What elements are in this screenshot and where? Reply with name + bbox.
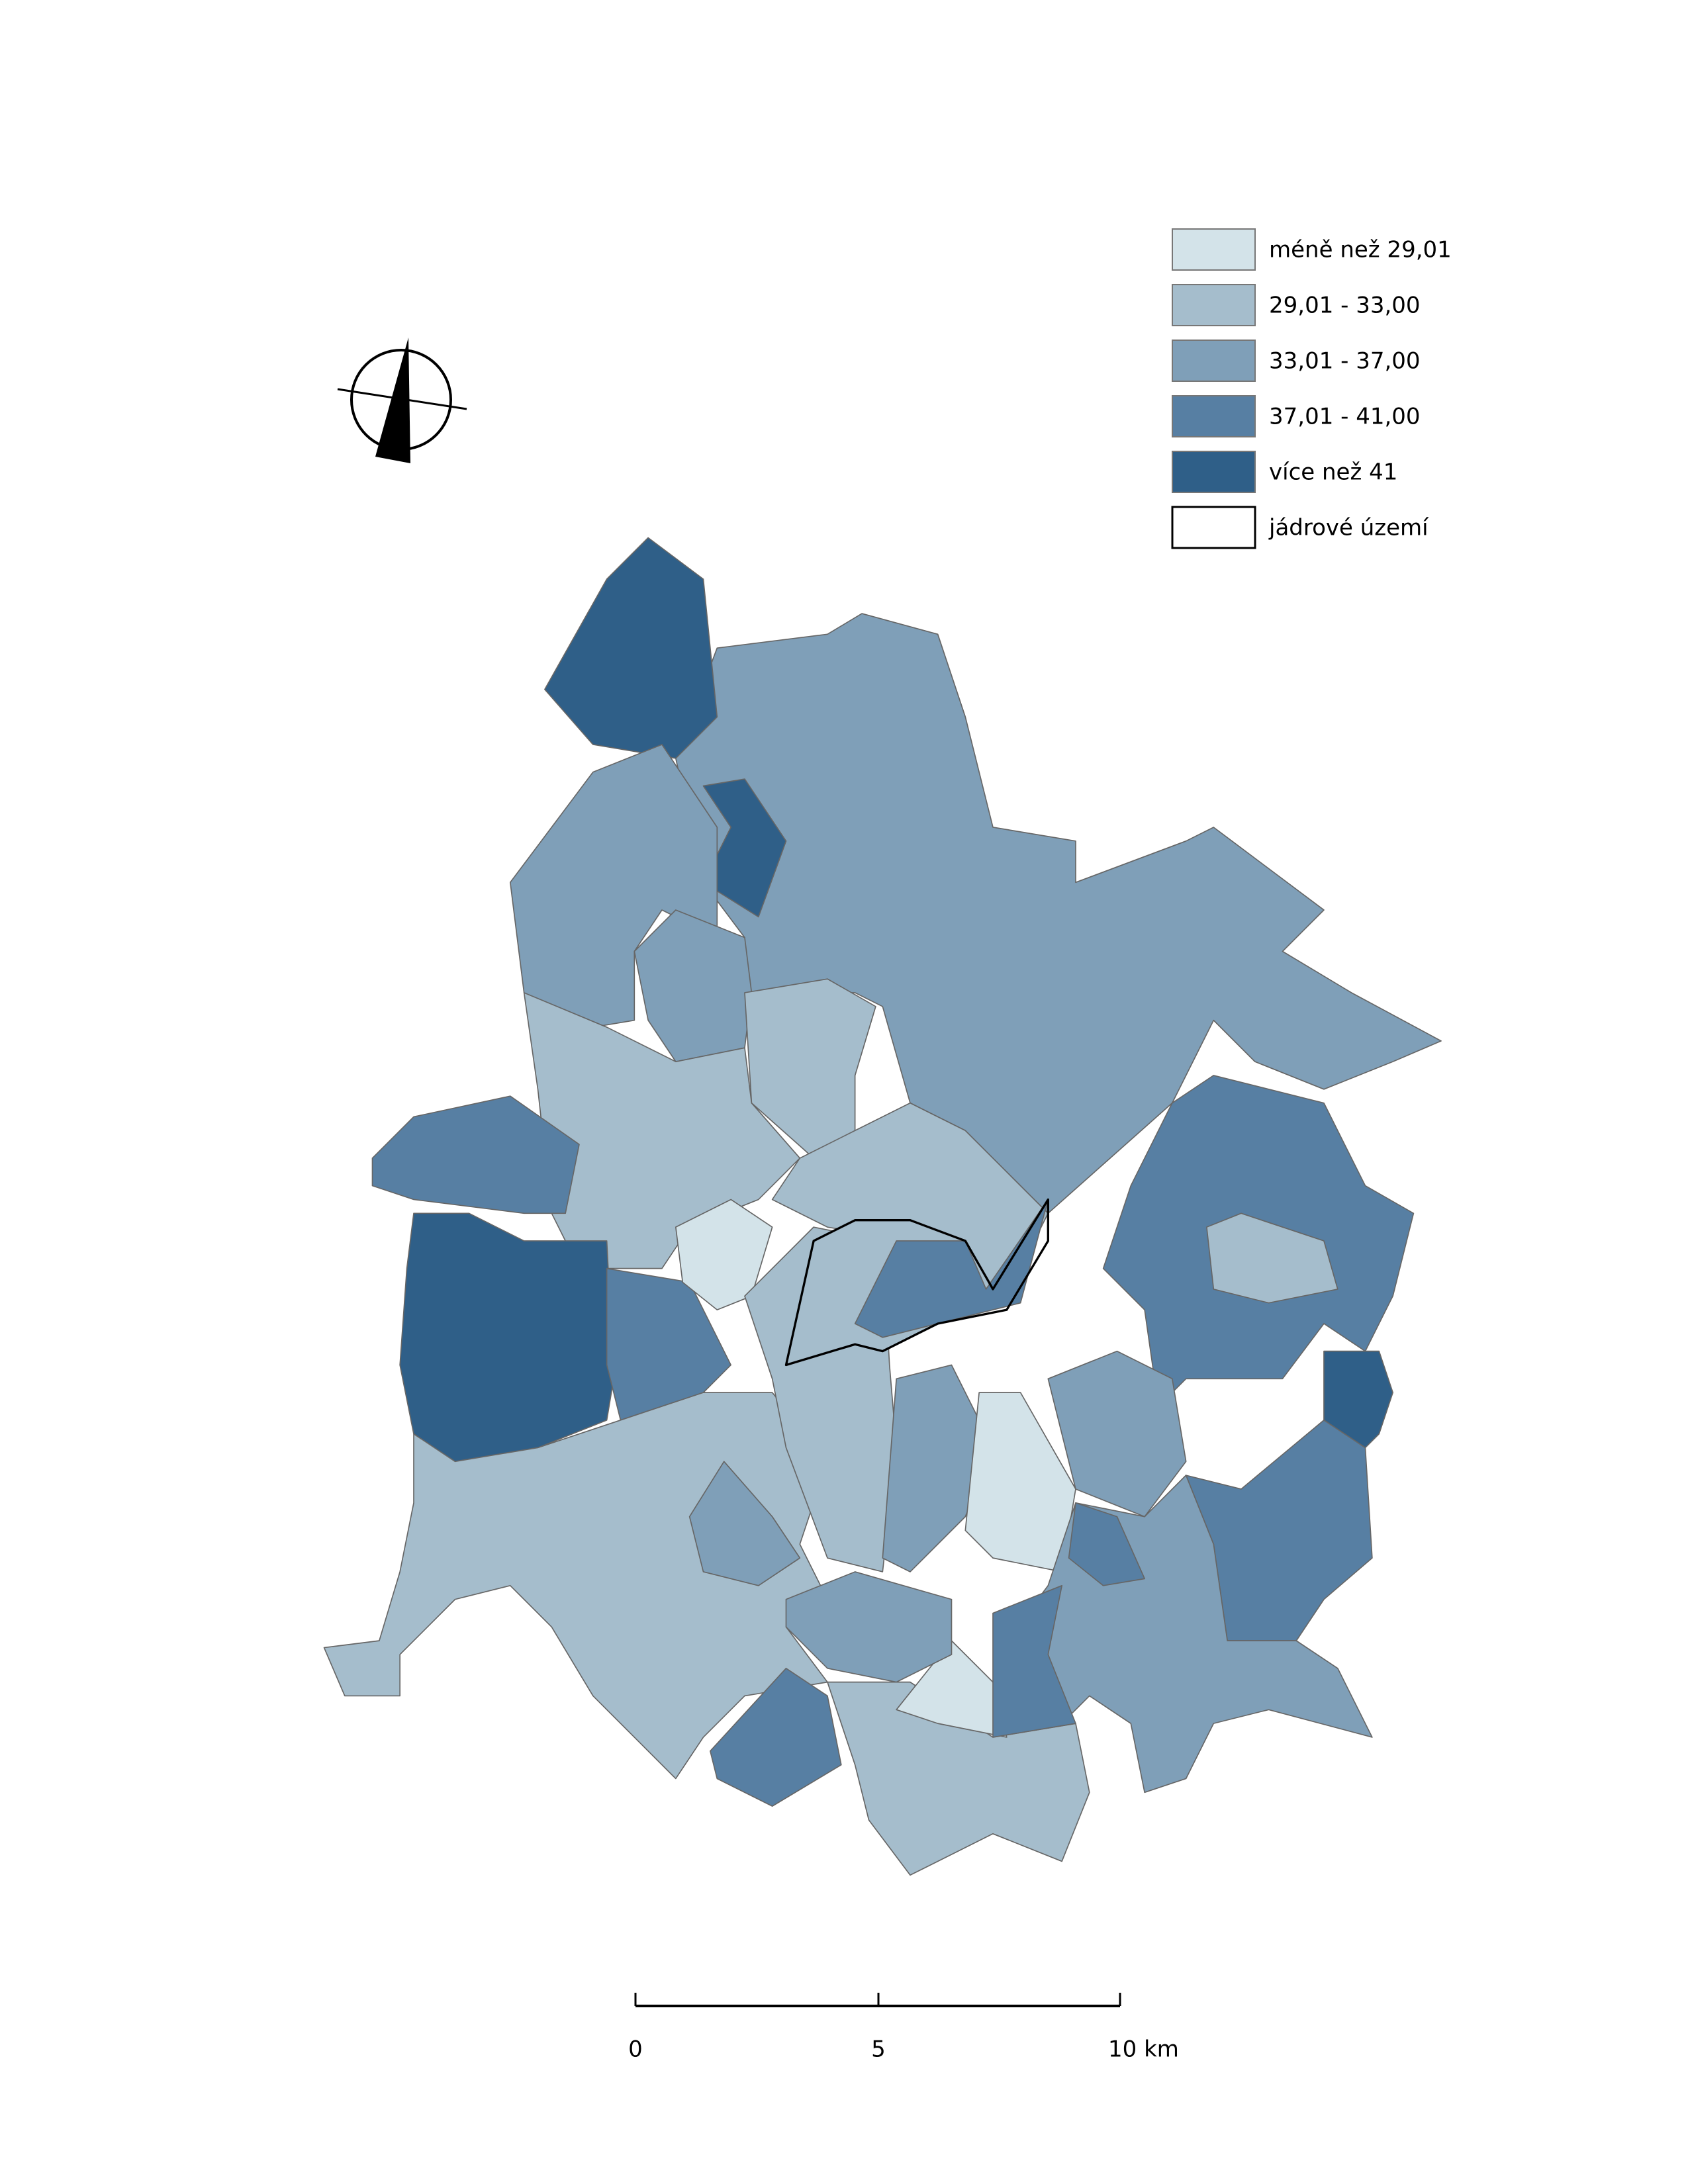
legend-label: méně než 29,01	[1269, 237, 1452, 263]
region	[371, 1095, 580, 1214]
legend-label: 33,01 - 37,00	[1269, 348, 1421, 375]
legend-label: 37,01 - 41,00	[1269, 404, 1421, 430]
legend-swatch	[1171, 506, 1256, 549]
scale-label: 10 km	[1108, 2036, 1179, 2063]
legend-label: jádrové území	[1268, 515, 1429, 541]
map-regions	[323, 537, 1442, 1876]
legend-swatch	[1172, 340, 1256, 382]
region	[1206, 1212, 1338, 1304]
region	[702, 778, 787, 918]
region	[688, 1461, 801, 1586]
scale-label: 0	[628, 2036, 643, 2063]
region	[882, 1364, 994, 1572]
legend-swatch	[1172, 284, 1256, 326]
core-area-outline	[784, 1198, 1049, 1367]
region	[323, 1392, 828, 1780]
north-arrow	[337, 338, 467, 463]
legend-swatch	[1172, 395, 1256, 437]
region	[992, 1584, 1076, 1738]
region	[710, 1667, 842, 1807]
region	[1047, 1350, 1187, 1518]
region	[633, 909, 753, 1062]
region	[1068, 1502, 1145, 1586]
legend-label: více než 41	[1269, 459, 1397, 486]
legend-swatch	[1172, 228, 1256, 271]
scale-bar: 0 5 10 km	[628, 1993, 1179, 2063]
scale-label: 5	[871, 2036, 886, 2063]
legend-swatch	[1172, 451, 1256, 493]
region	[544, 537, 718, 759]
legend-label: 29,01 - 33,00	[1269, 293, 1421, 319]
region	[399, 1212, 614, 1463]
region	[785, 1571, 953, 1683]
region	[744, 978, 876, 1159]
legend: méně než 29,01 29,01 - 33,00 33,01 - 37,00…	[1171, 228, 1452, 549]
